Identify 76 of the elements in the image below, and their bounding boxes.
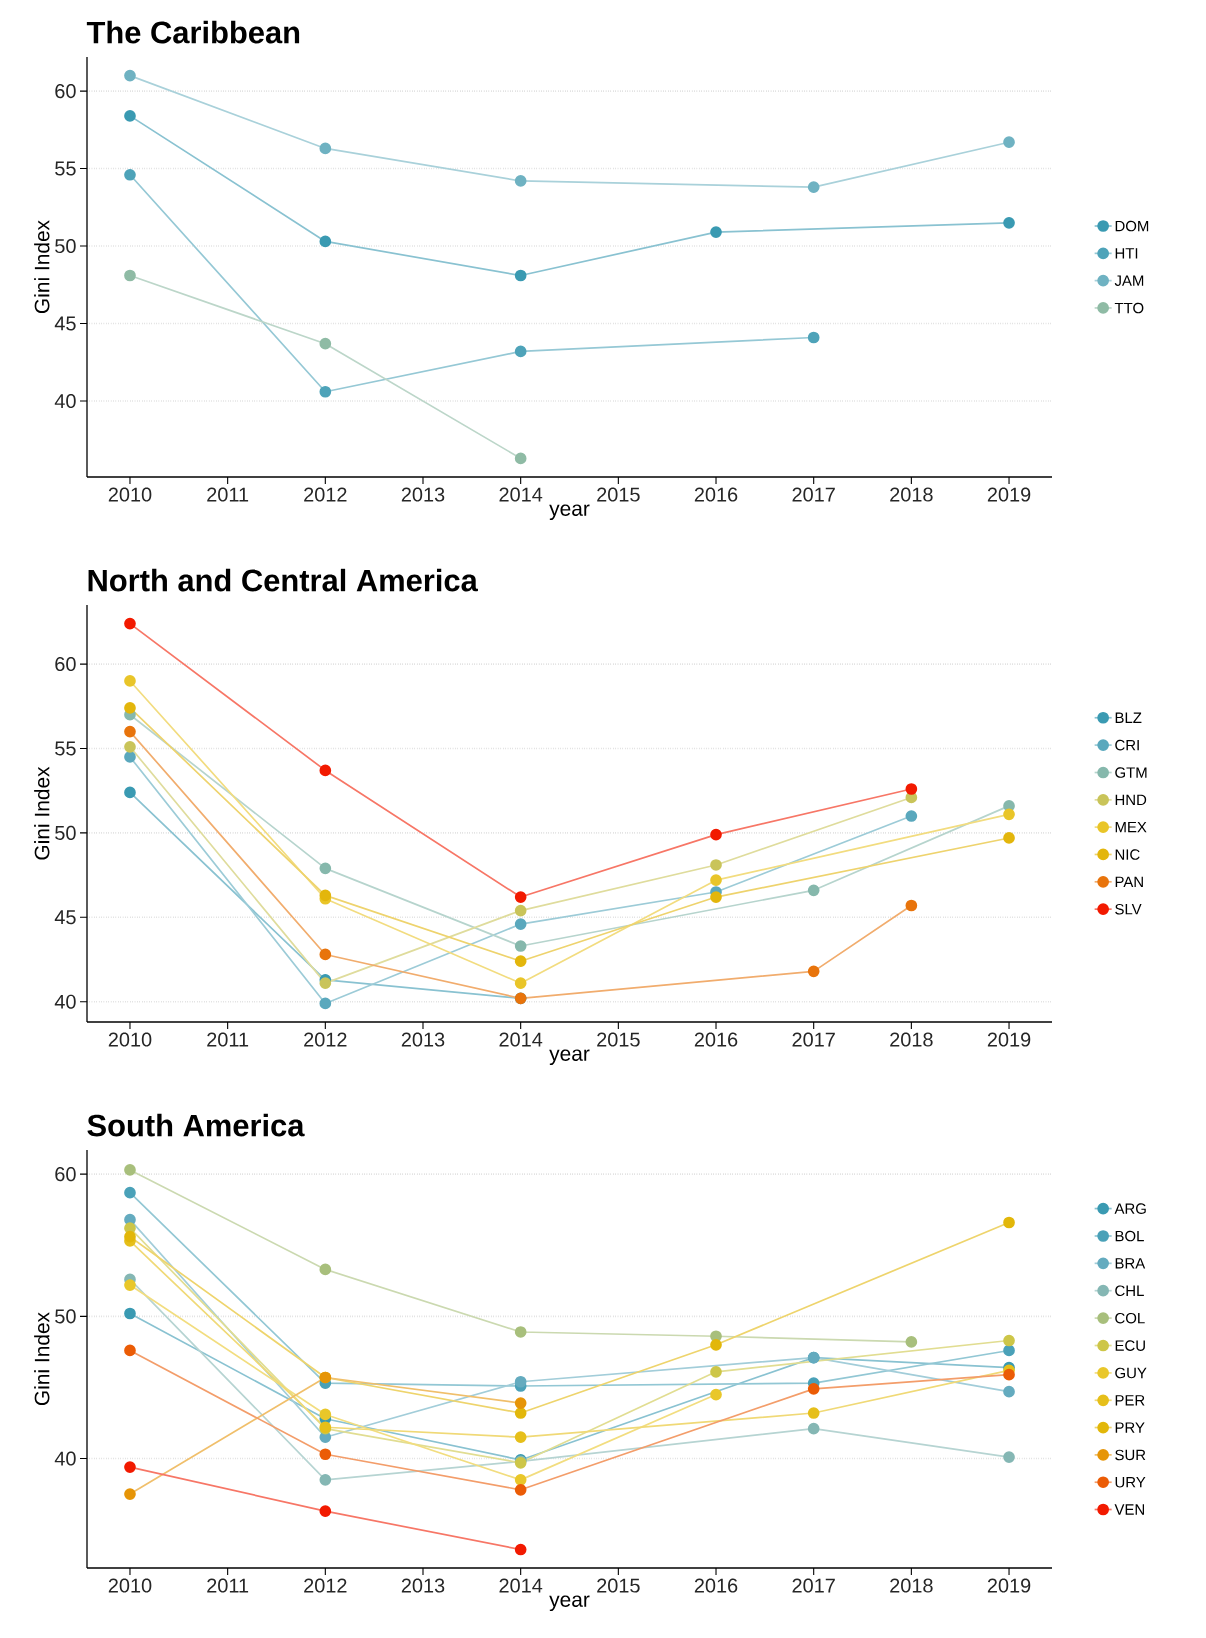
- x-tick-label: 2017: [792, 1578, 835, 1593]
- y-tick-label: 40: [54, 1451, 76, 1466]
- legend-label: PRY: [1115, 1422, 1145, 1433]
- chart-title: The Caribbean: [86, 20, 300, 44]
- y-tick-label: 60: [55, 1167, 76, 1182]
- x-tick-label: 2018: [890, 487, 933, 502]
- x-tick-label: 2011: [207, 1578, 249, 1593]
- legend-label: GTM: [1115, 767, 1147, 778]
- x-tick-label: 2011: [207, 1032, 249, 1047]
- legend-label: URY: [1115, 1477, 1146, 1488]
- x-tick-label: 2017: [792, 1032, 835, 1047]
- y-axis-title: Gini Index: [34, 766, 50, 860]
- x-tick-label: 2019: [987, 1032, 1031, 1047]
- y-axis-title: Gini Index: [34, 1312, 50, 1406]
- x-tick-label: 2010: [108, 487, 152, 502]
- legend-label: BRA: [1115, 1258, 1146, 1269]
- y-tick-label: 40: [54, 394, 76, 409]
- x-tick-label: 2010: [108, 1032, 152, 1047]
- chart-title: South America: [87, 1113, 305, 1137]
- x-tick-label: 2014: [499, 1578, 543, 1593]
- y-tick-label: 45: [54, 316, 76, 331]
- legend-label: BOL: [1115, 1230, 1144, 1242]
- chart-title: North and Central America: [88, 568, 478, 592]
- legend-label: GUY: [1115, 1367, 1147, 1379]
- y-tick-label: 55: [55, 741, 76, 756]
- x-tick-label: 2016: [694, 487, 738, 502]
- x-tick-label: 2015: [597, 1032, 640, 1047]
- x-tick-label: 2017: [792, 487, 835, 502]
- x-tick-label: 2012: [304, 1578, 347, 1593]
- x-tick-label: 2016: [694, 1578, 738, 1593]
- x-tick-label: 2018: [890, 1032, 933, 1047]
- legend-label: NIC: [1115, 849, 1140, 860]
- y-tick-label: 45: [54, 910, 76, 925]
- x-tick-label: 2014: [499, 1032, 543, 1047]
- legend-label: BLZ: [1115, 712, 1142, 723]
- x-tick-label: 2016: [694, 1032, 738, 1047]
- legend-label: ECU: [1115, 1340, 1145, 1351]
- y-tick-label: 50: [55, 239, 76, 254]
- x-tick-label: 2015: [597, 1578, 640, 1593]
- x-axis-title: year: [549, 504, 590, 521]
- legend-label: MEX: [1115, 821, 1147, 833]
- legend-label: ARG: [1114, 1203, 1146, 1214]
- legend-label: VEN: [1114, 1504, 1144, 1515]
- y-tick-label: 55: [55, 161, 76, 176]
- y-tick-label: 50: [55, 1309, 76, 1324]
- legend-label: SLV: [1115, 903, 1142, 915]
- y-tick-label: 50: [55, 825, 76, 840]
- x-tick-label: 2019: [987, 487, 1031, 502]
- legend-label: HTI: [1115, 248, 1138, 259]
- y-tick-label: 60: [55, 84, 76, 99]
- legend-label: DOM: [1115, 220, 1149, 232]
- x-tick-label: 2013: [401, 1032, 445, 1047]
- legend-label: TTO: [1114, 302, 1144, 314]
- legend-label: SUR: [1115, 1449, 1146, 1461]
- legend-label: PER: [1115, 1395, 1145, 1406]
- x-tick-label: 2012: [304, 487, 347, 502]
- x-tick-label: 2012: [304, 1032, 347, 1047]
- x-tick-label: 2015: [597, 487, 640, 502]
- x-tick-label: 2013: [401, 487, 445, 502]
- legend-label: JAM: [1114, 275, 1144, 286]
- legend-label: HND: [1115, 794, 1147, 805]
- x-axis-title: year: [549, 1049, 590, 1066]
- legend-label: CRI: [1115, 739, 1139, 751]
- y-axis-title: Gini Index: [34, 220, 50, 314]
- x-tick-label: 2013: [401, 1578, 445, 1593]
- x-axis-title: year: [549, 1595, 590, 1612]
- legend-label: CHL: [1115, 1285, 1144, 1297]
- y-tick-label: 40: [54, 994, 76, 1009]
- y-tick-label: 60: [55, 657, 76, 672]
- x-tick-label: 2019: [987, 1578, 1031, 1593]
- legend-label: PAN: [1115, 876, 1143, 887]
- x-tick-label: 2018: [890, 1578, 933, 1593]
- x-tick-label: 2014: [499, 487, 543, 502]
- x-tick-label: 2011: [207, 487, 249, 502]
- x-tick-label: 2010: [108, 1578, 152, 1593]
- legend-label: COL: [1115, 1312, 1145, 1324]
